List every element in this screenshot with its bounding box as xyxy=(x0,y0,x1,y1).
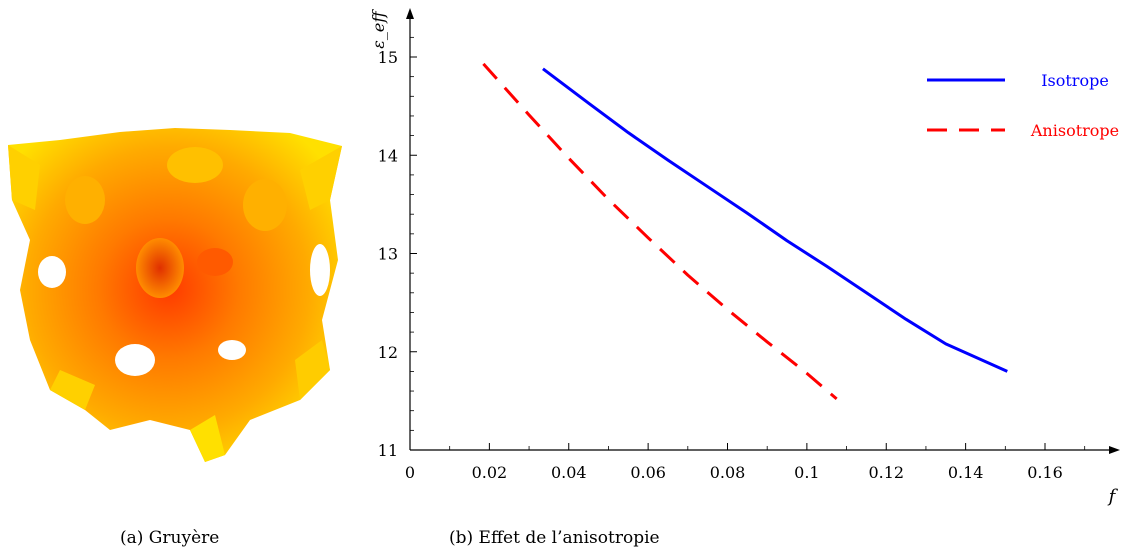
legend-label-anisotrope: Anisotrope xyxy=(1030,121,1119,140)
series-line-isotrope xyxy=(542,67,1008,373)
y-tick-label: 14 xyxy=(378,146,398,165)
caption-anisotropy: (b) Effet de l’anisotropie xyxy=(449,528,660,548)
y-tick-label: 12 xyxy=(378,343,398,362)
x-tick-label: 0.04 xyxy=(551,463,587,482)
x-tick-label: 0 xyxy=(405,463,415,482)
gyroid-surface xyxy=(8,128,342,462)
x-tick-label: 0.06 xyxy=(630,463,666,482)
x-tick-label: 0.12 xyxy=(868,463,904,482)
x-tick-label: 0.08 xyxy=(710,463,746,482)
y-tick-label: 13 xyxy=(378,245,398,264)
caption-gruyere: (a) Gruyère xyxy=(120,528,220,548)
y-axis-label: ε_eff xyxy=(369,9,388,49)
y-tick-label: 15 xyxy=(378,48,398,67)
line-chart: 0 0.02 0.04 0.06 0.08 0.1 0.12 0.14 0.16 11 12 13 14… xyxy=(369,8,1120,507)
legend-label-isotrope: Isotrope xyxy=(1041,71,1109,90)
chart-axes: 0 0.02 0.04 0.06 0.08 0.1 0.12 0.14 0.16 11 12 13 14… xyxy=(369,8,1120,507)
x-axis-label: f xyxy=(1107,486,1119,507)
gyroid-holes xyxy=(38,147,330,376)
y-tick-label: 11 xyxy=(378,441,398,460)
x-tick-label: 0.14 xyxy=(948,463,984,482)
panel-anisotropy-chart: 0 0.02 0.04 0.06 0.08 0.1 0.12 0.14 0.16 11 12 13 14… xyxy=(360,0,1143,558)
series-line-anisotrope xyxy=(482,62,838,401)
x-axis-arrow xyxy=(1109,446,1120,454)
panel-gruyere xyxy=(0,0,360,558)
x-tick-label: 0.02 xyxy=(472,463,508,482)
gruyere-image xyxy=(8,128,342,462)
x-tick-label: 0.16 xyxy=(1027,463,1063,482)
x-tick-label: 0.1 xyxy=(794,463,819,482)
y-axis-arrow xyxy=(406,8,414,19)
chart-legend: Isotrope Anisotrope xyxy=(927,71,1119,140)
chart-series xyxy=(482,62,1008,401)
